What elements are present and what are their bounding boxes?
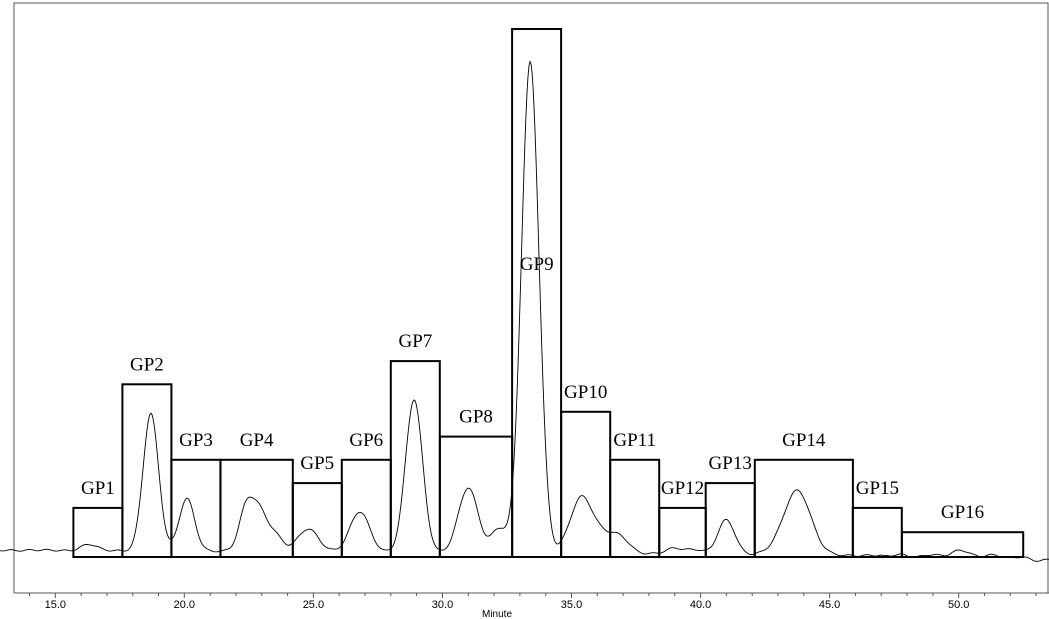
group-label-gp14: GP14 <box>782 430 826 451</box>
group-bar-gp16 <box>900 531 1025 559</box>
group-bar-gp13 <box>704 482 756 559</box>
x-tick-label: 40.0 <box>690 599 711 611</box>
group-bar-gp4 <box>219 458 294 558</box>
plot-frame <box>13 2 1049 593</box>
x-tick-label: 20.0 <box>174 599 195 611</box>
plot-border <box>13 2 1049 593</box>
x-axis: 15.0 20.0 25.0 30.0 35.0 40.0 45.0 50.0 <box>14 592 1049 611</box>
group-label-gp15: GP15 <box>856 478 899 499</box>
group-label-gp12: GP12 <box>661 478 704 499</box>
group-label-gp7: GP7 <box>399 331 433 352</box>
group-bar-gp3 <box>170 458 222 558</box>
chromatogram-trace <box>0 60 1049 562</box>
x-tick-label: 15.0 <box>45 599 66 611</box>
group-label-gp4: GP4 <box>240 430 274 451</box>
group-label-gp9: GP9 <box>520 254 554 275</box>
chromatogram-trace-layer <box>0 60 1049 562</box>
group-label-gp10: GP10 <box>564 382 607 403</box>
group-bar-gp9 <box>511 28 563 558</box>
x-tick-label: 35.0 <box>561 599 582 611</box>
x-tick-label: 45.0 <box>819 599 840 611</box>
group-bar-gp5 <box>291 482 343 559</box>
group-bars-layer <box>72 28 1025 559</box>
group-label-gp11: GP11 <box>613 430 656 451</box>
x-tick-label: 50.0 <box>948 599 969 611</box>
x-tick-label: 25.0 <box>303 599 324 611</box>
x-tick-label: 30.0 <box>432 599 453 611</box>
group-label-gp2: GP2 <box>130 354 164 375</box>
group-bar-gp15 <box>851 506 903 558</box>
x-axis-title: Minute <box>482 609 512 619</box>
group-label-gp8: GP8 <box>459 407 493 428</box>
group-label-gp16: GP16 <box>941 502 984 523</box>
group-label-gp6: GP6 <box>349 430 383 451</box>
group-label-gp13: GP13 <box>709 453 752 474</box>
group-bar-gp1 <box>72 506 124 558</box>
group-label-gp3: GP3 <box>179 430 213 451</box>
group-label-gp5: GP5 <box>300 453 334 474</box>
group-label-gp1: GP1 <box>81 478 115 499</box>
group-bar-gp2 <box>121 383 173 558</box>
group-bar-gp11 <box>609 458 661 558</box>
group-bar-gp14 <box>753 458 854 558</box>
group-bar-gp6 <box>340 458 392 558</box>
group-bar-gp10 <box>560 410 612 558</box>
